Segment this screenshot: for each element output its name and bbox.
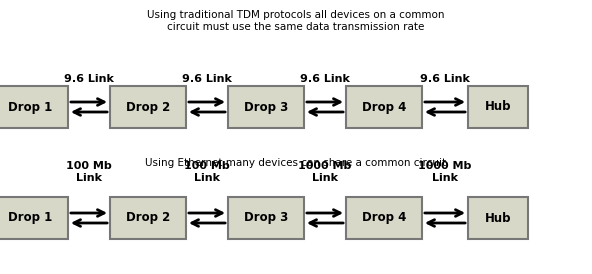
Text: Drop 2: Drop 2 bbox=[126, 212, 170, 224]
Text: Drop 3: Drop 3 bbox=[244, 101, 288, 113]
Text: 9.6 Link: 9.6 Link bbox=[420, 74, 470, 84]
Text: 100 Mb
Link: 100 Mb Link bbox=[66, 161, 112, 183]
Text: Drop 3: Drop 3 bbox=[244, 212, 288, 224]
Text: Drop 4: Drop 4 bbox=[362, 101, 406, 113]
Text: 9.6 Link: 9.6 Link bbox=[64, 74, 114, 84]
Text: Drop 1: Drop 1 bbox=[8, 101, 52, 113]
Text: Using traditional TDM protocols all devices on a common
circuit must use the sam: Using traditional TDM protocols all devi… bbox=[147, 10, 445, 32]
Bar bbox=[468, 86, 528, 128]
Text: 100 Mb
Link: 100 Mb Link bbox=[184, 161, 230, 183]
Bar bbox=[228, 197, 304, 239]
Text: Hub: Hub bbox=[485, 101, 511, 113]
Bar bbox=[346, 86, 422, 128]
Bar bbox=[228, 86, 304, 128]
Bar bbox=[110, 86, 186, 128]
Text: Hub: Hub bbox=[485, 212, 511, 224]
Text: 9.6 Link: 9.6 Link bbox=[182, 74, 232, 84]
Bar bbox=[110, 197, 186, 239]
Text: Drop 1: Drop 1 bbox=[8, 212, 52, 224]
Text: Drop 2: Drop 2 bbox=[126, 101, 170, 113]
Bar bbox=[468, 197, 528, 239]
Text: Using Ethernet many devices can share a common circuit: Using Ethernet many devices can share a … bbox=[146, 158, 446, 168]
Bar bbox=[346, 197, 422, 239]
Text: 9.6 Link: 9.6 Link bbox=[300, 74, 350, 84]
Text: 1000 Mb
Link: 1000 Mb Link bbox=[419, 161, 472, 183]
Bar bbox=[0, 86, 68, 128]
Bar bbox=[0, 197, 68, 239]
Text: Drop 4: Drop 4 bbox=[362, 212, 406, 224]
Text: 1000 Mb
Link: 1000 Mb Link bbox=[298, 161, 352, 183]
